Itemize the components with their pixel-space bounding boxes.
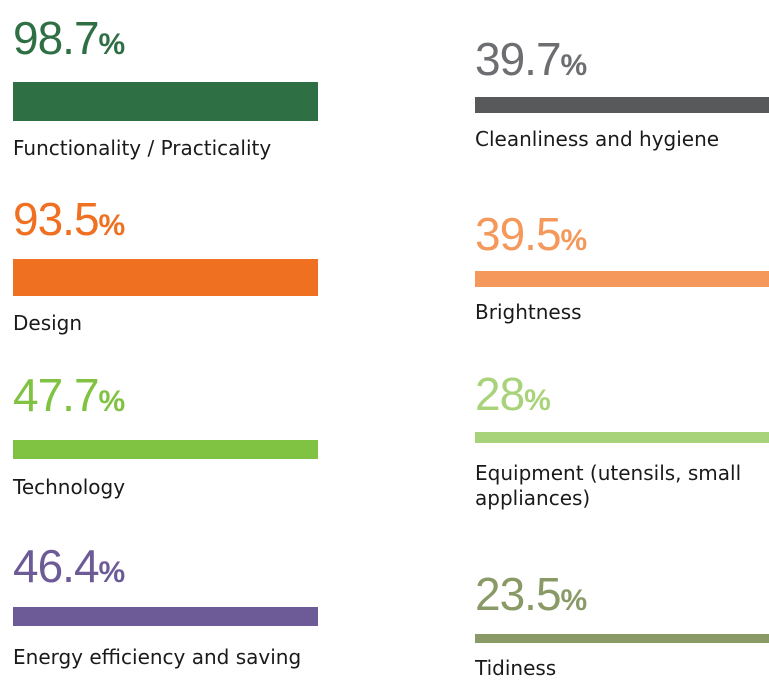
bar (475, 97, 769, 113)
value-label: 93.5% (13, 193, 126, 245)
category-label: Technology (13, 475, 126, 499)
category-label: Energy efficiency and saving (13, 645, 302, 669)
value-label: 47.7% (13, 369, 126, 421)
category-label: Brightness (475, 300, 582, 324)
value-label: 46.4% (13, 540, 126, 592)
bar (13, 259, 318, 297)
bar (13, 440, 318, 460)
category-label: Cleanliness and hygiene (475, 127, 720, 151)
category-label: Design (13, 311, 83, 335)
value-label: 39.7% (475, 33, 588, 85)
bar (475, 432, 769, 444)
value-label: 28% (475, 368, 551, 420)
bar (13, 607, 318, 626)
value-label: 39.5% (475, 208, 588, 260)
category-label: Equipment (utensils, small appliances) (475, 461, 742, 510)
category-label: Tidiness (475, 656, 557, 680)
bar (475, 271, 769, 287)
category-label: Functionality / Practicality (13, 136, 272, 160)
bar (475, 634, 769, 644)
bar (13, 82, 318, 122)
value-label: 98.7% (13, 12, 126, 64)
value-label: 23.5% (475, 568, 588, 620)
